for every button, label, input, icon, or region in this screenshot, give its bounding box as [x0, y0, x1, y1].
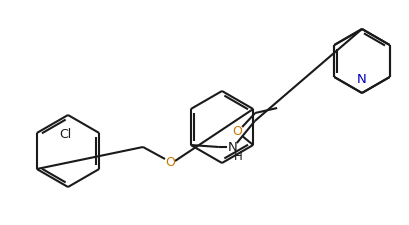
Text: N: N	[357, 73, 367, 86]
Text: N: N	[228, 141, 238, 154]
Text: O: O	[165, 156, 175, 169]
Text: H: H	[234, 150, 242, 163]
Text: Cl: Cl	[59, 127, 71, 140]
Text: O: O	[232, 125, 242, 138]
